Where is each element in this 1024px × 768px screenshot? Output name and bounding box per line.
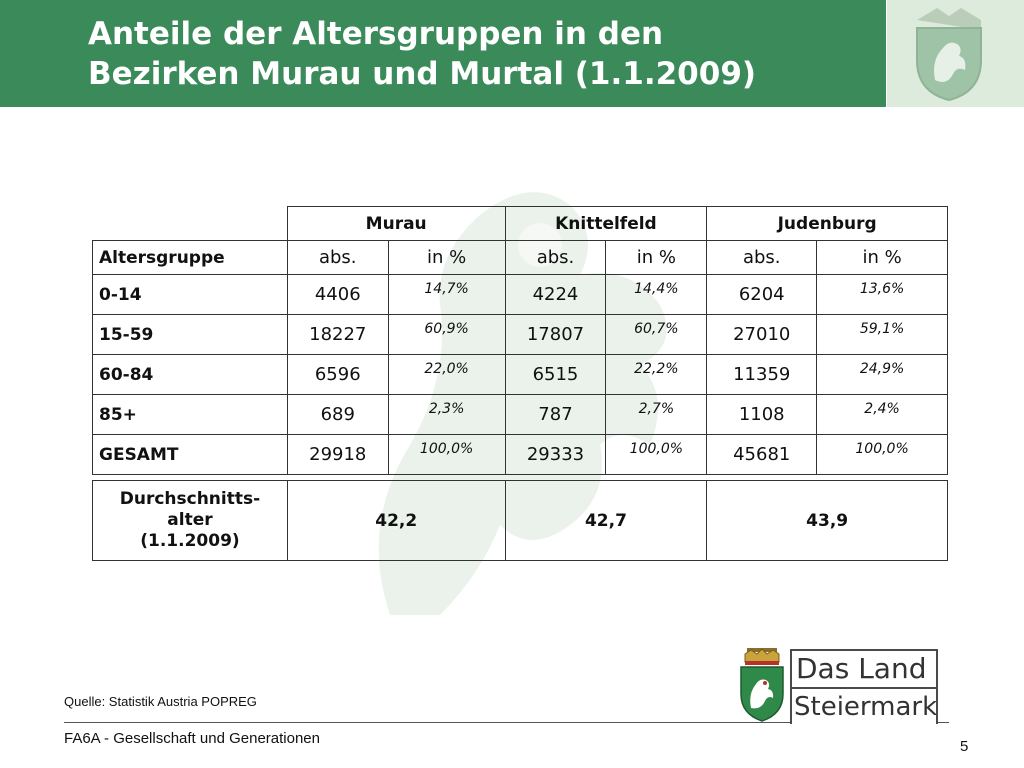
percent-cell: 100,0% xyxy=(605,434,708,475)
page-number: 5 xyxy=(960,738,969,755)
abs-cell: 4406 xyxy=(286,274,389,315)
title-line-2: Bezirken Murau und Murtal (1.1.2009) xyxy=(88,56,757,92)
table-row: 60-84 6596 22,0% 6515 22,2% 11359 24,9% xyxy=(92,354,948,395)
subheader-cell: abs. xyxy=(504,240,607,275)
subheader-cell: in % xyxy=(816,240,948,275)
table-row-total: GESAMT 29918 100,0% 29333 100,0% 45681 1… xyxy=(92,434,948,475)
percent-cell: 24,9% xyxy=(816,354,948,395)
percent-cell: 2,7% xyxy=(605,394,708,435)
blank-corner xyxy=(92,206,288,241)
percent-cell: 100,0% xyxy=(816,434,948,475)
percent-cell: 13,6% xyxy=(816,274,948,315)
average-age-label: Durchschnitts- alter (1.1.2009) xyxy=(92,480,288,561)
footer-text: FA6A - Gesellschaft und Generationen xyxy=(64,730,320,747)
footer-divider xyxy=(64,722,949,723)
abs-cell: 27010 xyxy=(706,314,818,355)
subheader-cell: abs. xyxy=(286,240,389,275)
logo-divider xyxy=(792,687,936,689)
percent-cell: 100,0% xyxy=(387,434,506,475)
source-note: Quelle: Statistik Austria POPREG xyxy=(64,694,257,709)
average-age-table: Durchschnitts- alter (1.1.2009) 42,2 42,… xyxy=(92,480,948,561)
header-crest xyxy=(887,0,1024,107)
das-land-steiermark-logo: Das Land Steiermark xyxy=(790,649,938,724)
table-row: 15-59 18227 60,9% 17807 60,7% 27010 59,1… xyxy=(92,314,948,355)
age-group-label: GESAMT xyxy=(92,434,288,475)
abs-cell: 45681 xyxy=(706,434,818,475)
average-age-murau: 42,2 xyxy=(286,480,506,561)
percent-cell: 60,9% xyxy=(387,314,506,355)
age-group-label: 60-84 xyxy=(92,354,288,395)
title-banner: Anteile der Altersgruppen in den Bezirke… xyxy=(0,0,886,107)
district-knittelfeld: Knittelfeld xyxy=(504,206,708,241)
average-age-judenburg: 43,9 xyxy=(706,480,948,561)
panther-crest-icon xyxy=(887,0,1024,107)
abs-cell: 11359 xyxy=(706,354,818,395)
abs-cell: 787 xyxy=(504,394,607,435)
logo-line-2: Steiermark xyxy=(794,692,938,722)
age-group-table: Murau Knittelfeld Judenburg Altersgruppe… xyxy=(92,206,948,475)
subheader-cell: in % xyxy=(387,240,506,275)
abs-cell: 1108 xyxy=(706,394,818,435)
abs-cell: 6204 xyxy=(706,274,818,315)
percent-cell: 2,4% xyxy=(816,394,948,435)
age-group-label: 85+ xyxy=(92,394,288,435)
percent-cell: 22,2% xyxy=(605,354,708,395)
abs-cell: 29333 xyxy=(504,434,607,475)
slide-title: Anteile der Altersgruppen in den Bezirke… xyxy=(88,14,756,94)
percent-cell: 14,7% xyxy=(387,274,506,315)
abs-cell: 689 xyxy=(286,394,389,435)
average-age-knittelfeld: 42,7 xyxy=(504,480,708,561)
title-line-1: Anteile der Altersgruppen in den xyxy=(88,16,664,52)
average-label-line: Durchschnitts- xyxy=(119,489,261,509)
percent-cell: 14,4% xyxy=(605,274,708,315)
abs-cell: 4224 xyxy=(504,274,607,315)
subheader-cell: in % xyxy=(605,240,708,275)
abs-cell: 29918 xyxy=(286,434,389,475)
percent-cell: 59,1% xyxy=(816,314,948,355)
logo-line-1: Das Land xyxy=(796,652,927,685)
abs-cell: 18227 xyxy=(286,314,389,355)
district-header-row: Murau Knittelfeld Judenburg xyxy=(92,206,948,241)
row-header-label: Altersgruppe xyxy=(92,240,288,275)
table-row: 85+ 689 2,3% 787 2,7% 1108 2,4% xyxy=(92,394,948,435)
percent-cell: 60,7% xyxy=(605,314,708,355)
table-row: 0-14 4406 14,7% 4224 14,4% 6204 13,6% xyxy=(92,274,948,315)
district-judenburg: Judenburg xyxy=(706,206,948,241)
average-label-line: alter xyxy=(167,510,213,530)
abs-cell: 6596 xyxy=(286,354,389,395)
subheader-cell: abs. xyxy=(706,240,818,275)
steiermark-crest-icon xyxy=(740,648,784,722)
percent-cell: 2,3% xyxy=(387,394,506,435)
average-label-line: (1.1.2009) xyxy=(140,531,240,551)
age-group-label: 0-14 xyxy=(92,274,288,315)
abs-cell: 6515 xyxy=(504,354,607,395)
age-group-label: 15-59 xyxy=(92,314,288,355)
subheader-row: Altersgruppe abs. in % abs. in % abs. in… xyxy=(92,240,948,275)
average-age-row: Durchschnitts- alter (1.1.2009) 42,2 42,… xyxy=(92,480,948,561)
district-murau: Murau xyxy=(286,206,506,241)
percent-cell: 22,0% xyxy=(387,354,506,395)
abs-cell: 17807 xyxy=(504,314,607,355)
